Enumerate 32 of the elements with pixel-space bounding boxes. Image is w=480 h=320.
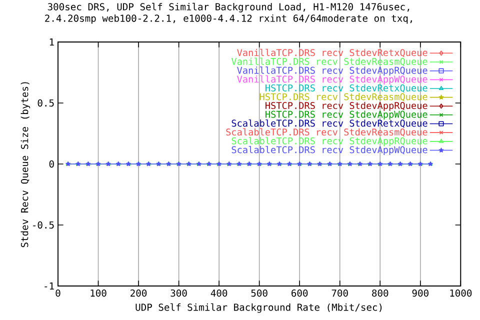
legend-label: HSTCP.DRS recv StdevReasmQueue [260, 93, 428, 102]
y-tick-label: 0.5 [38, 99, 54, 107]
x-tick-label: 400 [210, 289, 228, 297]
x-tick-label: 100 [90, 289, 106, 297]
x-tick-label: 900 [412, 289, 428, 297]
legend-label: VanillaTCP.DRS recv StdevAppWQueue [237, 75, 428, 84]
chart-subtitle: 2.4.20smp web100-2.2.1, e1000-4.4.12 rxint 64/64moderate on txq, [45, 14, 412, 24]
legend-label: HSTCP.DRS recv StdevAppRQueue [266, 102, 428, 111]
x-tick-label: 0 [56, 289, 60, 297]
y-axis-title: Stdev Recv Queue Size (bytes) [20, 82, 30, 248]
legend-label: VanillaTCP.DRS recv StdevAppRQueue [237, 66, 428, 76]
y-tick-label: -1 [44, 282, 54, 290]
x-tick-label: 300 [170, 289, 187, 297]
legend-label: ScalableTCP.DRS recv StdevReasmQueue [226, 128, 428, 137]
x-axis-title: UDP Self Similar Background Rate (Mbit/sec) [136, 303, 382, 313]
legend-label: ScalableTCP.DRS recv StdevAppWQueue [232, 146, 428, 156]
x-tick-label: 1000 [450, 289, 472, 297]
x-tick-label: 700 [332, 289, 348, 297]
y-tick-label: 0 [49, 160, 54, 168]
y-tick-label: -0.5 [33, 221, 54, 229]
legend-label: HSTCP.DRS recv StdevAppWQueue [266, 110, 428, 120]
x-tick-label: 600 [292, 289, 308, 297]
legend-label: ScalableTCP.DRS recv StdevRetxQueue [232, 119, 428, 128]
legend-label: HSTCP.DRS recv StdevRetxQueue [266, 84, 428, 93]
x-tick-label: 800 [372, 289, 388, 297]
x-tick-label: 200 [130, 289, 147, 297]
legend-label: VanillaTCP.DRS recv StdevRetxQueue [237, 48, 428, 58]
legend-label: ScalableTCP.DRS recv StdevAppRQueue [232, 137, 428, 146]
y-tick-label: 1 [50, 38, 54, 46]
legend-label: VanillaTCP.DRS recv StdevReasmQueue [231, 58, 428, 66]
chart-title: 300sec DRS, UDP Self Similar Background Load, H1-M120 1476usec, [48, 2, 410, 12]
x-tick-label: 500 [251, 289, 268, 297]
